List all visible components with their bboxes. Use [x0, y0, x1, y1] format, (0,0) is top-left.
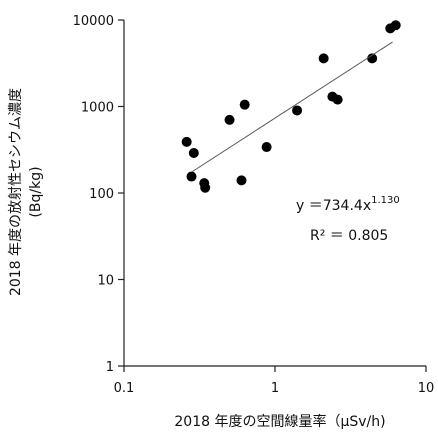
data-point	[188, 148, 199, 159]
data-point	[200, 182, 211, 193]
equation-exponent: 1.130	[371, 195, 400, 206]
data-point	[390, 20, 401, 31]
data-point	[224, 114, 235, 125]
y-tick-label: 1	[106, 360, 114, 375]
x-tick-label: 1	[271, 381, 279, 396]
data-points	[181, 20, 401, 193]
y-tick-label: 10000	[73, 14, 114, 29]
data-point	[181, 136, 192, 147]
data-point	[292, 105, 303, 116]
data-point	[367, 53, 378, 64]
y-axis-ticks: 1 10 100 1000 10000	[73, 14, 124, 375]
x-tick-label: 0.1	[114, 381, 135, 396]
x-axis-ticks: 0.1 1 10	[114, 366, 435, 396]
trendline-equation: y ＝734.4x1.130	[296, 195, 400, 214]
y-axis-label: 2018 年度の放射性セシウム濃度 (Bq/kg)	[8, 88, 44, 296]
data-point	[236, 175, 247, 186]
trendline-group	[191, 41, 393, 173]
y-tick-label: 1000	[81, 101, 114, 116]
equation-base: y ＝734.4x	[296, 198, 371, 214]
y-tick-label: 10	[97, 274, 114, 289]
y-axis-label-line2: (Bq/kg)	[28, 166, 44, 217]
plot-area	[123, 20, 426, 367]
y-tick-label: 100	[89, 187, 114, 202]
y-axis-label-line1: 2018 年度の放射性セシウム濃度	[8, 88, 24, 296]
data-point	[186, 171, 197, 182]
data-point	[318, 53, 329, 64]
data-point	[332, 94, 343, 105]
x-axis-label: 2018 年度の空間線量率（μSv/h)	[174, 413, 385, 430]
data-point	[239, 99, 250, 110]
r-squared-label: R² ＝ 0.805	[310, 228, 388, 244]
x-tick-label: 10	[418, 381, 435, 396]
data-point	[261, 142, 272, 153]
trendline	[191, 41, 393, 173]
